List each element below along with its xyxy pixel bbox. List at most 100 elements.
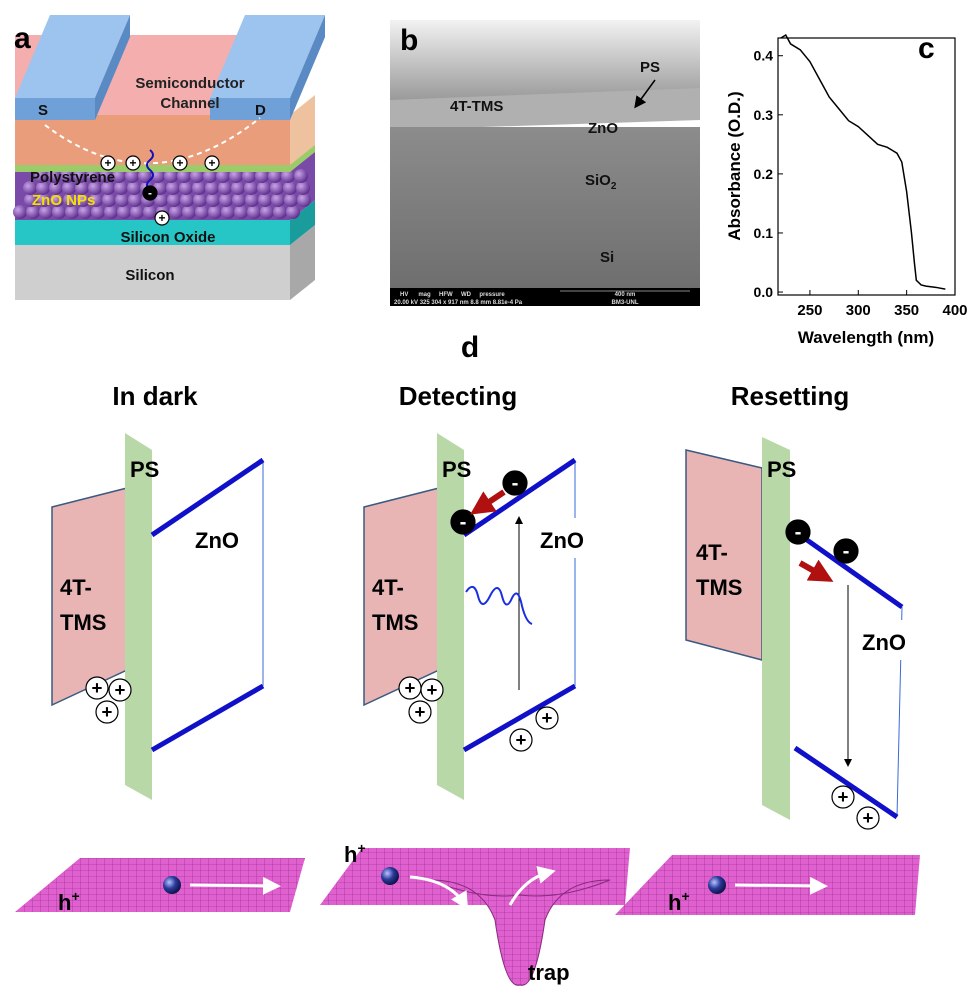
zno-label: ZnO bbox=[588, 120, 618, 137]
absorbance-line bbox=[780, 33, 946, 290]
nanoparticle bbox=[154, 193, 168, 207]
ps-label: PS bbox=[640, 59, 660, 76]
motion-arrow bbox=[189, 876, 281, 895]
hole bbox=[95, 700, 119, 724]
nanoparticle bbox=[180, 193, 194, 207]
electron-sign: - bbox=[460, 512, 467, 534]
zno-label: ZnO bbox=[540, 528, 584, 553]
nanoparticle bbox=[169, 205, 183, 219]
nanoparticle bbox=[104, 205, 118, 219]
nanoparticle bbox=[297, 193, 311, 207]
channel-label: Semiconductor bbox=[135, 75, 244, 92]
panel-label: c bbox=[918, 32, 935, 65]
label-box bbox=[532, 518, 606, 558]
electron bbox=[450, 509, 476, 535]
conduction-band bbox=[788, 525, 904, 610]
nanoparticle bbox=[257, 181, 271, 195]
hole-sign: + bbox=[838, 786, 849, 807]
nanoparticle bbox=[143, 205, 157, 219]
nanoparticle bbox=[112, 169, 126, 183]
hole-sign: + bbox=[415, 701, 426, 722]
nanoparticle bbox=[86, 169, 100, 183]
y-tick-label: 0.0 bbox=[754, 284, 774, 300]
nanoparticle bbox=[232, 193, 246, 207]
silicon-side bbox=[290, 225, 315, 300]
nanoparticle bbox=[65, 205, 79, 219]
ps-barrier bbox=[125, 433, 152, 800]
sio2-subscript: 2 bbox=[611, 181, 617, 192]
drain-electrode-top bbox=[210, 15, 325, 98]
ps-label: PS bbox=[130, 457, 159, 482]
hole-sign: + bbox=[92, 677, 103, 698]
column-title: Resetting bbox=[731, 381, 849, 411]
hole-text: h bbox=[668, 890, 681, 915]
nanoparticle bbox=[36, 181, 50, 195]
semiconductor-label: TMS bbox=[60, 610, 106, 635]
oxide-label: Silicon Oxide bbox=[120, 229, 215, 246]
y-axis-label: Absorbance (O.D.) bbox=[725, 91, 744, 240]
nanoparticle bbox=[26, 205, 40, 219]
y-tick-label: 0.4 bbox=[754, 48, 774, 64]
nanoparticle bbox=[273, 205, 287, 219]
oxide-side bbox=[290, 200, 315, 245]
nanoparticle bbox=[294, 169, 308, 183]
hole bbox=[856, 806, 880, 830]
hole-label: h+ bbox=[58, 888, 80, 915]
hole bbox=[154, 210, 170, 226]
si-label: Si bbox=[600, 249, 614, 266]
nanoparticle bbox=[52, 205, 66, 219]
nanoparticle bbox=[281, 169, 295, 183]
motion-arrow bbox=[508, 866, 556, 906]
hole-sign: + bbox=[102, 701, 113, 722]
semiconductor-label: 4T- bbox=[60, 575, 92, 600]
hole-superscript: + bbox=[681, 888, 689, 904]
nanoparticle bbox=[115, 193, 129, 207]
nanoparticle bbox=[247, 205, 261, 219]
nanoparticle bbox=[234, 205, 248, 219]
sem-substrate bbox=[390, 127, 700, 290]
trap-label: trap bbox=[528, 960, 570, 985]
semiconductor-label: 4T-TMS bbox=[450, 98, 503, 115]
info-text: HV mag HFW WD pressure bbox=[400, 292, 505, 298]
ps-label: PS bbox=[442, 457, 471, 482]
nanoparticle bbox=[73, 169, 87, 183]
valence-band bbox=[462, 683, 577, 753]
hole-sign: + bbox=[177, 156, 184, 170]
hole-sign: + bbox=[405, 677, 416, 698]
electron bbox=[502, 470, 528, 496]
nanoparticle bbox=[229, 169, 243, 183]
panel-d: d In dark Detecting Resetting ZnO PS 4T- TM… bbox=[15, 331, 927, 986]
nanoparticle bbox=[242, 169, 256, 183]
nanoparticle bbox=[286, 205, 300, 219]
oxide-front bbox=[15, 220, 290, 245]
valence-band bbox=[793, 745, 899, 820]
channel-label: Channel bbox=[160, 95, 219, 112]
hole bbox=[108, 678, 132, 702]
nanoparticle bbox=[13, 205, 27, 219]
electron-sign: - bbox=[512, 473, 519, 495]
hole-label: h+ bbox=[668, 888, 690, 915]
electron bbox=[833, 538, 859, 564]
electron bbox=[142, 185, 158, 201]
nanoparticle bbox=[195, 205, 209, 219]
hole bbox=[408, 700, 432, 724]
nanoparticle bbox=[221, 205, 235, 219]
nanoparticle bbox=[167, 193, 181, 207]
source-electrode bbox=[15, 98, 95, 120]
y-tick-label: 0.1 bbox=[754, 225, 774, 241]
nanoparticle bbox=[89, 193, 103, 207]
nanoparticle bbox=[60, 169, 74, 183]
motion-arrow bbox=[409, 875, 469, 911]
info-text: BM3-UNL bbox=[612, 300, 639, 306]
nanoparticle bbox=[127, 181, 141, 195]
nanoparticle bbox=[296, 181, 310, 195]
panel-label: b bbox=[400, 24, 418, 57]
nanoparticle bbox=[208, 205, 222, 219]
nanoparticle bbox=[284, 193, 298, 207]
semiconductor-label: TMS bbox=[696, 575, 742, 600]
source-electrode-side bbox=[95, 15, 130, 120]
nanoparticle bbox=[177, 169, 191, 183]
panel-c: c Wavelength (nm) Absorbance (O.D.) 0.0 0… bbox=[725, 32, 968, 347]
hole-sign: + bbox=[105, 156, 112, 170]
nanoparticle bbox=[49, 181, 63, 195]
